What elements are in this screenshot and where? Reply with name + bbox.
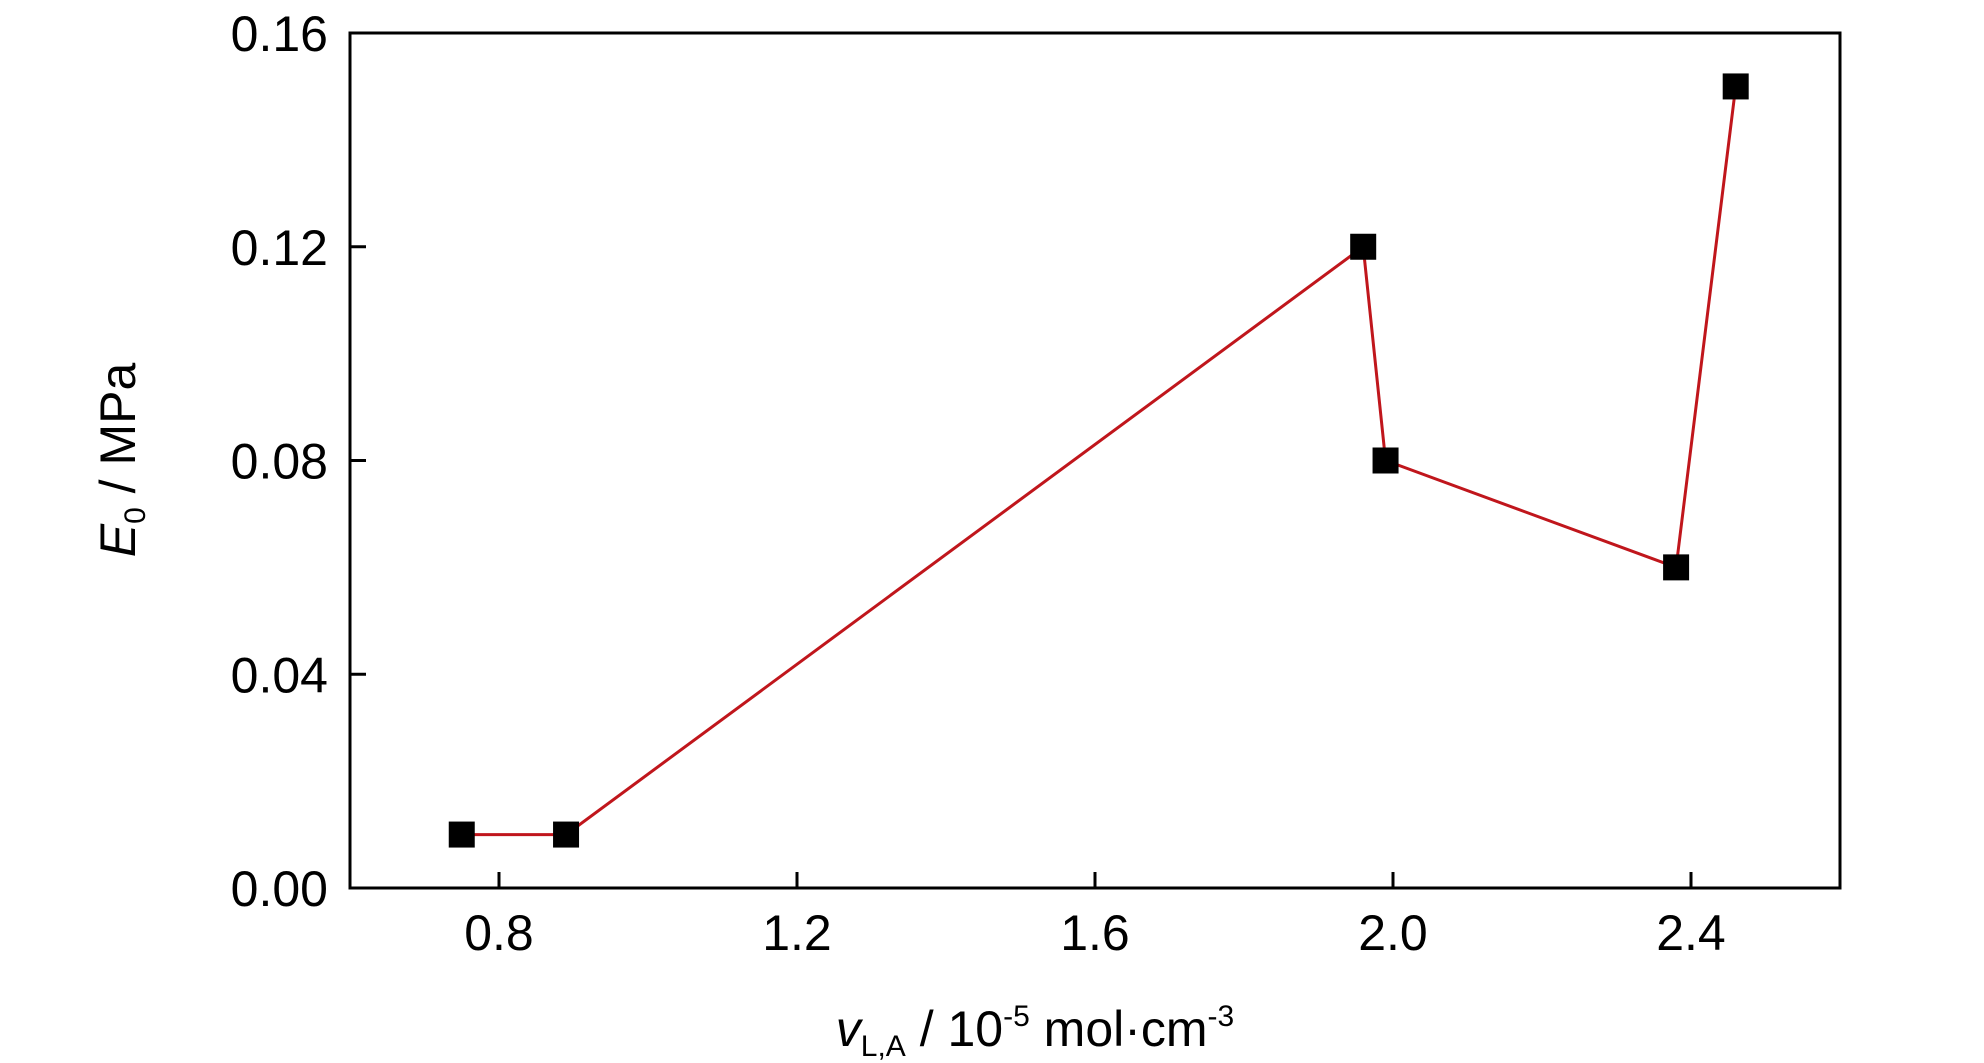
y-tick-label: 0.16 [231, 6, 328, 62]
y-tick-label: 0.08 [231, 434, 328, 490]
x-axis-variable: v [836, 1001, 864, 1057]
y-axis-ticks: 0.00 0.04 0.08 0.12 0.16 [231, 6, 366, 917]
data-point [1722, 73, 1749, 100]
y-tick-label: 0.12 [231, 220, 328, 276]
x-tick-label: 1.6 [1060, 905, 1130, 961]
y-axis-title: E0 / MPa [90, 363, 152, 558]
data-markers [448, 73, 1749, 848]
data-point [1372, 447, 1399, 474]
x-axis-title: vL,A / 10-5 mol·cm-3 [836, 1000, 1234, 1063]
data-point [553, 821, 580, 848]
data-point [1350, 233, 1377, 260]
x-axis-ticks: 0.8 1.2 1.6 2.0 2.4 [464, 872, 1726, 961]
series-line [461, 86, 1738, 837]
data-point [448, 821, 475, 848]
x-axis-unit-exponent: -3 [1208, 1000, 1235, 1033]
y-axis-variable: E [90, 523, 146, 557]
y-axis-variable-subscript: 0 [119, 507, 152, 524]
y-tick-label: 0.00 [231, 861, 328, 917]
x-axis-variable-subscript: L,A [861, 1030, 906, 1063]
x-tick-label: 0.8 [464, 905, 534, 961]
x-axis-unit: mol·cm [1030, 1001, 1208, 1057]
x-axis-multiplier: / 10 [906, 1001, 1003, 1057]
series-lines [461, 86, 1738, 837]
x-tick-label: 2.4 [1656, 905, 1726, 961]
x-axis-exponent: -5 [1003, 1000, 1030, 1033]
x-tick-label: 2.0 [1358, 905, 1428, 961]
x-tick-label: 1.2 [762, 905, 832, 961]
y-tick-label: 0.04 [231, 647, 328, 703]
y-axis-unit: / MPa [90, 363, 146, 508]
plot-frame [348, 31, 1842, 890]
data-point [1663, 554, 1690, 581]
